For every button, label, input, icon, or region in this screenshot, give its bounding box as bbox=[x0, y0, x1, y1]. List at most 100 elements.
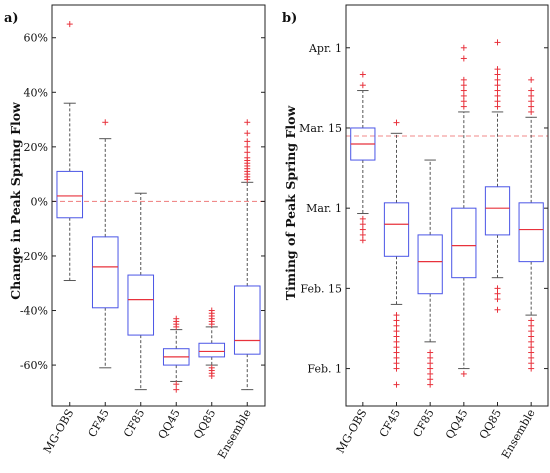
panel-b-qq85-outlier bbox=[494, 103, 501, 110]
panel-b-mg-obs-outlier bbox=[359, 71, 366, 78]
panel-b-ensemble-outlier bbox=[528, 349, 535, 356]
panel-a-qq45-outlier bbox=[173, 381, 180, 388]
panel-b: b) Timing of Peak Spring Flow Apr. 1 Mar.… bbox=[282, 4, 549, 461]
panel-a-cf85-box-group bbox=[127, 192, 155, 391]
panel-a-ensemble-outlier bbox=[244, 154, 251, 161]
panel-b-cf45-box bbox=[383, 202, 410, 257]
panel-b-x-tick-label: QQ85 bbox=[477, 407, 504, 441]
panel-b-ensemble-outlier bbox=[528, 344, 535, 351]
panel-b-qq85-box-group bbox=[484, 39, 511, 313]
panel-b-axes-frame bbox=[345, 4, 549, 407]
panel-b-cf45-outlier bbox=[393, 333, 400, 340]
panel-b-label: b) bbox=[282, 11, 297, 26]
panel-b-cf45-outlier bbox=[393, 349, 400, 356]
panel-b-ensemble-outlier bbox=[528, 322, 535, 329]
panel-b-ensemble-box bbox=[518, 202, 544, 263]
panel-a-x-tick-label: QQ85 bbox=[191, 407, 218, 441]
panel-a-ensemble-outlier bbox=[244, 130, 251, 137]
panel-a-y-axis-title: Change in Peak Spring Flow bbox=[8, 101, 23, 300]
panel-a-y-tick-label: 40% bbox=[24, 86, 48, 99]
panel-b-y-axis-title: Timing of Peak Spring Flow bbox=[283, 105, 298, 301]
panel-b-cf45-outlier bbox=[393, 381, 400, 388]
panel-b-cf45-outlier bbox=[393, 119, 400, 126]
panel-b-ensemble-outlier bbox=[528, 338, 535, 345]
panel-b-qq85-outlier bbox=[494, 39, 501, 46]
panel-a-qq45-outlier bbox=[173, 323, 180, 330]
panel-b-cf45-outlier bbox=[393, 344, 400, 351]
panel-b-ensemble-outlier bbox=[528, 317, 535, 324]
panel-b-ensemble-outlier bbox=[528, 365, 535, 372]
panel-a-y-tick-label: 60% bbox=[24, 32, 48, 45]
panel-b-qq85-outlier bbox=[494, 98, 501, 105]
panel-b-cf85-outlier bbox=[427, 370, 434, 377]
panel-a-cf85-box bbox=[127, 274, 155, 336]
panel-a-x-tick-label: Ensemble bbox=[215, 407, 254, 461]
panel-b-qq85-outlier bbox=[494, 92, 501, 99]
panel-b-y-tick-label: Apr. 1 bbox=[308, 42, 342, 55]
panel-b-qq85-outlier bbox=[494, 296, 501, 303]
panel-a-ensemble-outlier bbox=[244, 143, 251, 150]
panel-b-qq45-outlier bbox=[460, 103, 467, 110]
panel-b-cf45-box-group bbox=[383, 119, 410, 388]
panel-a-qq85-box bbox=[198, 342, 226, 358]
panel-b-cf45-outlier bbox=[393, 360, 400, 367]
panel-b-ensemble-outlier bbox=[528, 354, 535, 361]
panel-b-ensemble-outlier bbox=[528, 98, 535, 105]
panel-b-cf45-outlier bbox=[393, 312, 400, 319]
panel-b-x-tick-label: Ensemble bbox=[499, 407, 538, 461]
panel-b-qq45-outlier bbox=[460, 44, 467, 51]
panel-a-ensemble-outlier bbox=[244, 119, 251, 126]
panel-b-cf85-outlier bbox=[427, 365, 434, 372]
panel-a-mg-obs-box bbox=[56, 170, 84, 219]
panel-b-qq45-outlier bbox=[460, 55, 467, 62]
panel-b-y-tick-label: Feb. 1 bbox=[307, 363, 342, 376]
panel-b-qq85-outlier bbox=[494, 76, 501, 83]
panel-b-x-tick-label: QQ45 bbox=[443, 407, 470, 441]
panel-b-cf45-outlier bbox=[393, 354, 400, 361]
panel-b-ensemble-outlier bbox=[528, 92, 535, 99]
panel-b-cf85-outlier bbox=[427, 360, 434, 367]
panel-a-qq85-outlier bbox=[208, 321, 215, 328]
panel-a-ensemble-outlier bbox=[244, 138, 251, 145]
panel-a-x-tick-label: QQ45 bbox=[156, 407, 183, 441]
panel-a-label: a) bbox=[4, 11, 19, 26]
panel-b-qq45-outlier bbox=[460, 370, 467, 377]
panel-a-qq45-outlier bbox=[173, 386, 180, 393]
panel-b-qq45-outlier bbox=[460, 92, 467, 99]
panel-b-cf45-outlier bbox=[393, 317, 400, 324]
panel-b-ensemble-outlier bbox=[528, 76, 535, 83]
panel-b-mg-obs-outlier bbox=[359, 237, 366, 244]
panel-a-y-tick-label: 20% bbox=[24, 141, 48, 154]
panel-b-cf45-outlier bbox=[393, 328, 400, 335]
panel-b-mg-obs-outlier bbox=[359, 226, 366, 233]
panel-a-qq85-box-group bbox=[198, 307, 226, 379]
panel-b-qq45-outlier bbox=[460, 76, 467, 83]
panel-b-qq85-outlier bbox=[494, 306, 501, 313]
panel-b-ensemble-outlier bbox=[528, 328, 535, 335]
panel-b-mg-obs-outlier bbox=[359, 221, 366, 228]
panel-a-qq45-box-group bbox=[162, 315, 190, 393]
panel-b-qq45-outlier bbox=[460, 87, 467, 94]
panel-a-ensemble-box-group bbox=[233, 119, 261, 391]
panel-b-ensemble-outlier bbox=[528, 87, 535, 94]
panel-a-cf45-outlier bbox=[102, 119, 109, 126]
panel-a-axes-frame bbox=[51, 4, 266, 407]
panel-b-cf85-box-group bbox=[417, 159, 443, 388]
panel-b-qq85-outlier bbox=[494, 87, 501, 94]
panel-b-mg-obs-outlier bbox=[359, 82, 366, 89]
panel-a-x-tick-label: MG-OBS bbox=[41, 407, 77, 456]
panel-a-mg-obs-outlier bbox=[66, 21, 73, 28]
panel-a-cf45-box-group bbox=[91, 119, 119, 369]
panel-b-qq85-outlier bbox=[494, 290, 501, 297]
panel-a: a) Change in Peak Spring Flow 60% 40% 20% 0… bbox=[4, 4, 266, 461]
panel-b-cf45-outlier bbox=[393, 322, 400, 329]
panel-a-cf45-box bbox=[91, 236, 119, 309]
panel-a-x-tick-label: CF85 bbox=[121, 407, 147, 440]
panel-b-ensemble-outlier bbox=[528, 333, 535, 340]
panel-b-qq45-outlier bbox=[460, 82, 467, 89]
panel-b-qq85-outlier bbox=[494, 82, 501, 89]
panel-b-qq85-outlier bbox=[494, 285, 501, 292]
panel-a-y-tick-label: -60% bbox=[20, 359, 48, 372]
